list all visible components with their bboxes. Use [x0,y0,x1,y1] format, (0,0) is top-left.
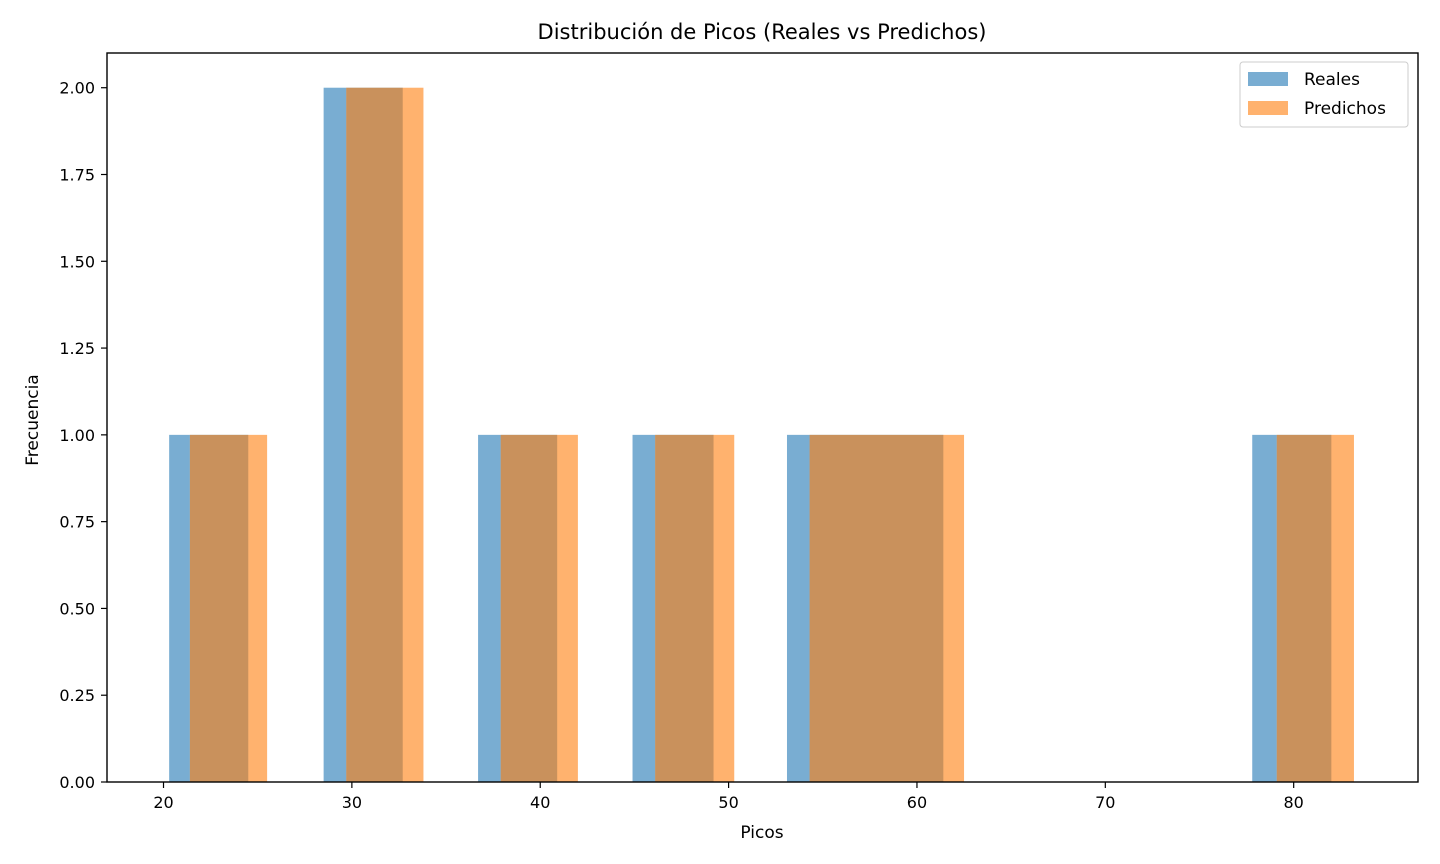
x-axis-label: Picos [740,823,783,843]
x-tick-label: 70 [1095,793,1115,812]
x-tick-label: 60 [907,793,927,812]
legend-label-predichos: Predichos [1304,99,1386,119]
y-tick-label: 1.50 [59,252,95,271]
x-tick-label: 80 [1284,793,1304,812]
bar-predichos-4 [809,434,965,782]
x-tick-label: 20 [153,793,173,812]
bar-predichos-5 [1276,434,1354,782]
bar-reales-8 [786,434,810,782]
bar-reales-2 [323,87,347,782]
y-tick-label: 1.25 [59,339,95,358]
legend-swatch-predichos [1248,101,1288,115]
y-tick-label: 1.75 [59,166,95,185]
bar-predichos-1 [346,87,424,782]
x-tick-label: 40 [530,793,550,812]
x-axis: 20 30 40 50 60 70 80 [153,782,1304,812]
bar-reales-6 [632,434,656,782]
chart-title: Distribución de Picos (Reales vs Predich… [538,20,987,44]
bar-predichos-3 [655,434,735,782]
y-tick-label: 2.00 [59,79,95,98]
bar-reales-10 [1252,434,1277,782]
bar-reales-4 [478,434,501,782]
y-tick-label: 0.75 [59,513,95,532]
y-tick-label: 0.50 [59,599,95,618]
x-tick-label: 50 [718,793,738,812]
y-axis: 0.00 0.25 0.50 0.75 1.00 1.25 1.50 1.75 2.00 [59,79,107,792]
y-tick-label: 0.25 [59,686,95,705]
y-tick-label: 1.00 [59,426,95,445]
legend-swatch-reales [1248,72,1288,86]
x-tick-label: 30 [342,793,362,812]
bar-predichos-2 [500,434,578,782]
legend-label-reales: Reales [1304,70,1360,90]
bar-predichos-0 [189,434,268,782]
plot-frame [106,52,1419,783]
y-axis-label: Frecuencia [23,374,43,465]
legend: Reales Predichos [1239,61,1409,128]
y-tick-label: 0.00 [59,773,95,792]
bars-group [169,87,1354,782]
bar-reales-0 [169,434,190,782]
